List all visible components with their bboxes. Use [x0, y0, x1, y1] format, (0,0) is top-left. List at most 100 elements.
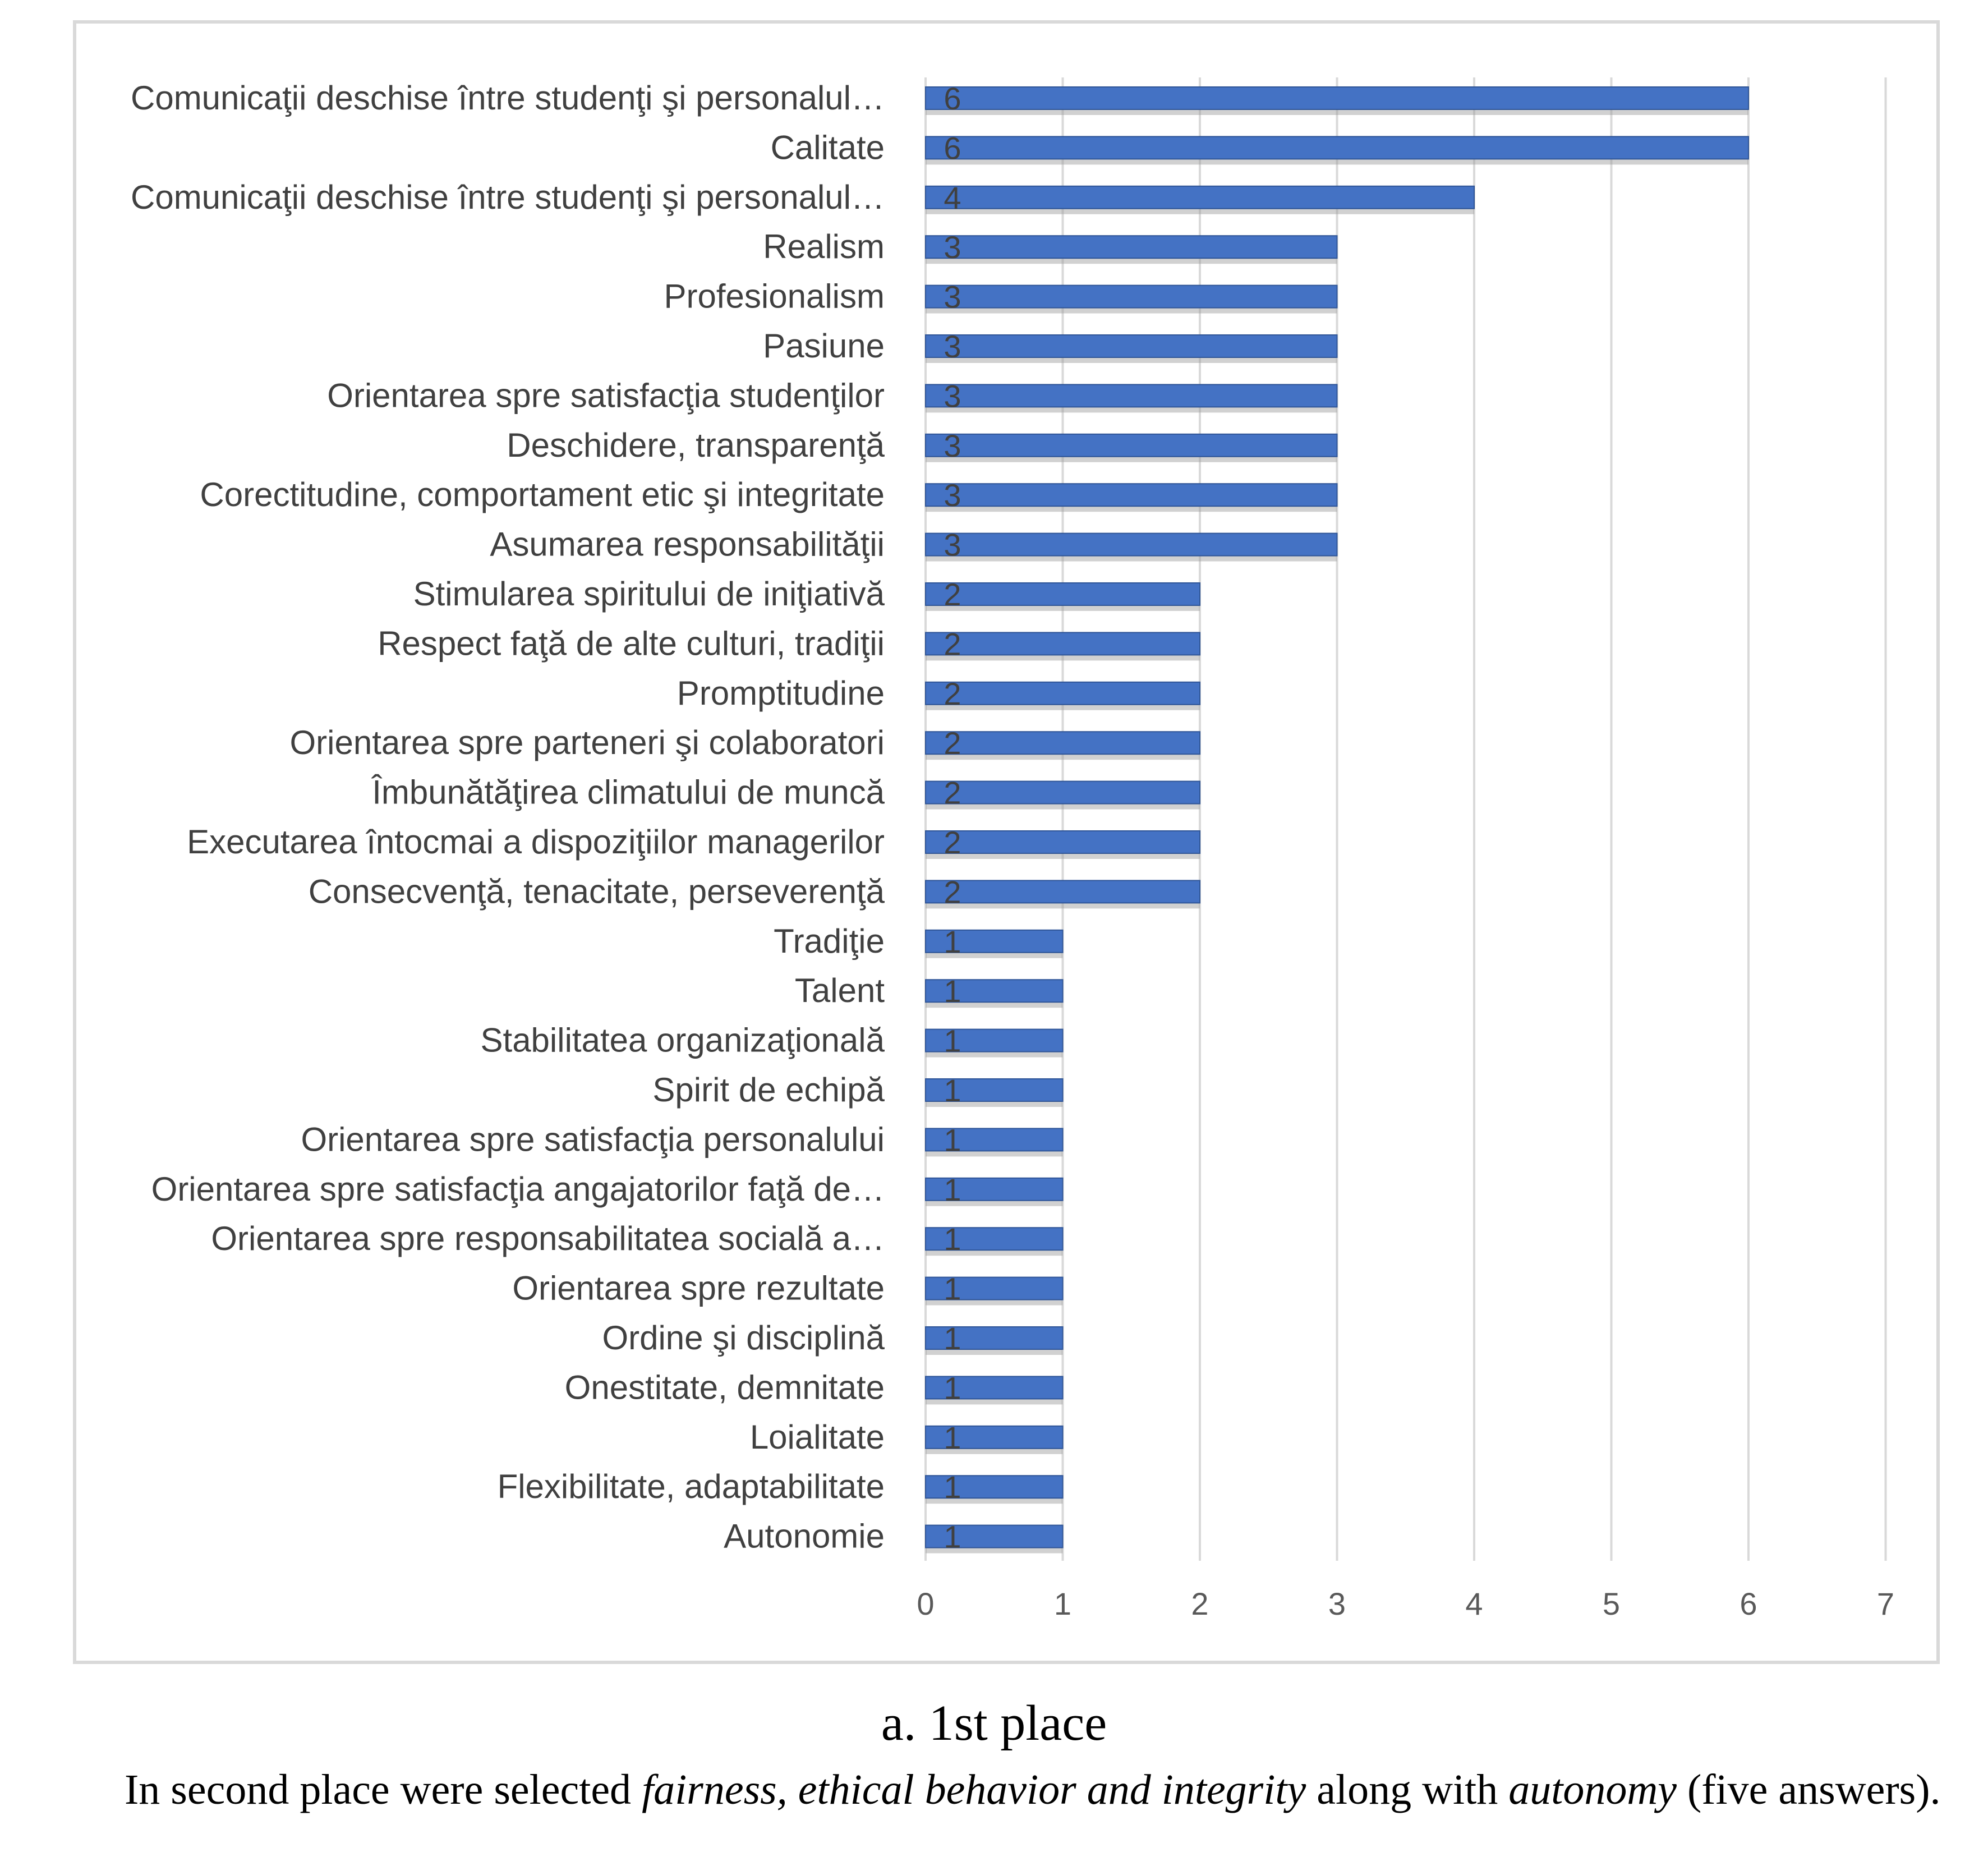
- body-paragraph: In second place were selected fairness, …: [31, 1750, 1978, 1829]
- bar: [925, 1227, 1064, 1251]
- bar: [925, 334, 1338, 358]
- x-tick-label: 7: [1877, 1586, 1894, 1621]
- bar: [925, 1524, 1064, 1548]
- category-label: Orientarea spre satisfacţia angajatorilo…: [151, 1170, 885, 1208]
- category-label: Orientarea spre rezultate: [512, 1270, 885, 1307]
- bar: [925, 1177, 1064, 1201]
- category-label: Loialitate: [750, 1418, 885, 1456]
- data-label: 1: [944, 1073, 961, 1108]
- bar: [925, 1276, 1064, 1300]
- data-label: 2: [944, 725, 961, 761]
- bar: [925, 979, 1064, 1003]
- bar: [925, 830, 1200, 854]
- bar: [925, 136, 1749, 160]
- category-label: Realism: [763, 228, 885, 265]
- bar: [925, 780, 1200, 805]
- category-label: Respect faţă de alte culturi, tradiţii: [378, 624, 885, 662]
- x-tick-label: 4: [1465, 1586, 1483, 1621]
- data-label: 2: [944, 626, 961, 661]
- category-label: Onestitate, demnitate: [565, 1368, 885, 1406]
- category-label: Asumarea responsabilităţii: [490, 526, 885, 563]
- category-label: Stimularea spiritului de iniţiativă: [413, 575, 885, 613]
- bar: [925, 86, 1749, 110]
- bar: [925, 582, 1200, 606]
- category-label: Pasiune: [763, 327, 885, 365]
- data-label: 3: [944, 229, 961, 265]
- category-label: Comunicaţii deschise între studenţi şi p…: [131, 79, 885, 117]
- category-label: Deschidere, transparenţă: [507, 426, 885, 464]
- bar: [925, 880, 1200, 904]
- category-label: Promptitudine: [677, 674, 885, 712]
- data-label: 1: [944, 1469, 961, 1505]
- category-label: Tradiţie: [774, 922, 885, 960]
- bar: [925, 235, 1338, 259]
- data-label: 2: [944, 825, 961, 860]
- x-tick-label: 3: [1328, 1586, 1346, 1621]
- data-label: 3: [944, 279, 961, 315]
- bar: [925, 632, 1200, 656]
- body-emphasis: autonomy: [1508, 1766, 1677, 1813]
- bar-chart: Comunicaţii deschise între studenţi şi p…: [131, 77, 1894, 1621]
- category-label: Calitate: [771, 128, 885, 166]
- data-label: 4: [944, 180, 961, 215]
- data-label: 2: [944, 775, 961, 811]
- category-label: Orientarea spre responsabilitatea social…: [211, 1220, 885, 1257]
- category-label: Îmbunătăţirea climatului de muncă: [371, 774, 885, 811]
- data-label: 2: [944, 577, 961, 612]
- category-label: Spirit de echipă: [652, 1071, 885, 1109]
- bar: [925, 681, 1200, 705]
- category-label: Comunicaţii deschise între studenţi şi p…: [131, 178, 885, 216]
- data-label: 6: [944, 130, 961, 166]
- category-label: Flexibilitate, adaptabilitate: [498, 1468, 885, 1505]
- bar: [925, 483, 1338, 507]
- body-emphasis: fairness, ethical behavior and integrity: [642, 1766, 1306, 1813]
- x-tick-label: 2: [1191, 1586, 1208, 1621]
- figure-caption: a. 1st place: [881, 1695, 1107, 1751]
- data-label: 3: [944, 428, 961, 463]
- category-label: Orientarea spre satisfacţia studenţilor: [327, 376, 885, 414]
- category-label: Corectitudine, comportament etic şi inte…: [200, 476, 885, 513]
- category-label: Autonomie: [724, 1518, 885, 1555]
- bar: [925, 1326, 1064, 1350]
- data-label: 1: [944, 973, 961, 1009]
- bar: [925, 731, 1200, 755]
- data-label: 2: [944, 874, 961, 909]
- data-label: 1: [944, 1122, 961, 1157]
- chart-frame: Comunicaţii deschise între studenţi şi p…: [73, 20, 1940, 1664]
- data-label: 1: [944, 1271, 961, 1307]
- bar: [925, 1028, 1064, 1053]
- x-tick-label: 0: [917, 1586, 934, 1621]
- data-label: 1: [944, 1519, 961, 1555]
- bar: [925, 284, 1338, 309]
- data-label: 1: [944, 1321, 961, 1356]
- bar: [925, 1078, 1064, 1102]
- data-label: 2: [944, 676, 961, 711]
- category-label: Talent: [795, 972, 885, 1009]
- data-label: 3: [944, 477, 961, 513]
- category-label: Executarea întocmai a dispoziţiilor mana…: [187, 823, 885, 861]
- data-label: 6: [944, 81, 961, 116]
- category-label: Profesionalism: [664, 278, 885, 315]
- data-label: 3: [944, 527, 961, 563]
- data-label: 3: [944, 378, 961, 413]
- category-label: Orientarea spre parteneri şi colaborator…: [289, 724, 885, 761]
- body-text-part: In second place were selected: [125, 1766, 642, 1813]
- x-tick-label: 1: [1054, 1586, 1071, 1621]
- x-tick-label: 5: [1603, 1586, 1620, 1621]
- category-label: Consecvenţă, tenacitate, perseverenţă: [309, 872, 885, 910]
- data-label: 1: [944, 1221, 961, 1257]
- bar: [925, 433, 1338, 457]
- bar: [925, 1425, 1064, 1449]
- bar: [925, 1475, 1064, 1499]
- data-label: 3: [944, 329, 961, 364]
- bar: [925, 929, 1064, 953]
- bar: [925, 384, 1338, 408]
- data-label: 1: [944, 1370, 961, 1405]
- bar: [925, 185, 1475, 209]
- data-label: 1: [944, 924, 961, 959]
- bar: [925, 1128, 1064, 1152]
- data-label: 1: [944, 1420, 961, 1455]
- x-tick-label: 6: [1740, 1586, 1757, 1621]
- category-label: Stabilitatea organizaţională: [481, 1022, 885, 1059]
- category-label: Orientarea spre satisfacţia personalului: [301, 1120, 885, 1158]
